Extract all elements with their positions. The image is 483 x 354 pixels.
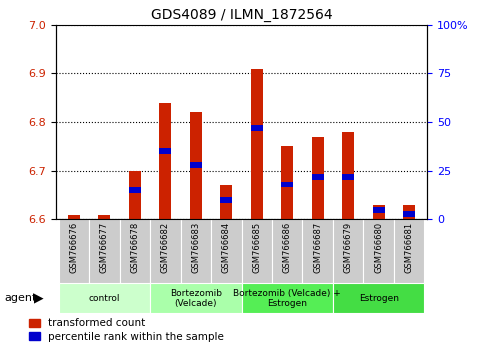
Bar [242,283,333,313]
Bar [312,137,324,219]
Bar [372,205,385,219]
Bar [128,171,141,219]
Bar [333,219,363,283]
Bar [150,219,181,283]
Bar [342,174,355,179]
Text: GSM766677: GSM766677 [100,221,109,273]
Bar [251,125,263,131]
Bar [120,219,150,283]
Bar [242,219,272,283]
Text: Estrogen: Estrogen [359,294,398,303]
Bar [190,162,202,168]
Text: agent: agent [5,293,37,303]
Bar [312,174,324,179]
Bar [211,219,242,283]
Text: ▶: ▶ [34,292,43,305]
Bar [403,211,415,217]
Text: Bortezomib (Velcade) +
Estrogen: Bortezomib (Velcade) + Estrogen [233,289,341,308]
Text: GSM766679: GSM766679 [344,221,353,273]
Text: GSM766684: GSM766684 [222,221,231,273]
Text: GSM766685: GSM766685 [252,221,261,273]
Bar [403,205,415,219]
Bar [394,219,425,283]
Bar [272,219,302,283]
Text: GSM766678: GSM766678 [130,221,139,273]
Bar [190,113,202,219]
Bar [333,283,425,313]
Text: GSM766682: GSM766682 [161,221,170,273]
Text: GSM766686: GSM766686 [283,221,292,273]
Bar [342,132,355,219]
Bar [251,69,263,219]
Bar [302,219,333,283]
Bar [281,147,293,219]
Bar [159,148,171,154]
Bar [68,215,80,219]
Text: GSM766676: GSM766676 [70,221,78,273]
Bar [98,215,111,219]
Legend: transformed count, percentile rank within the sample: transformed count, percentile rank withi… [29,319,224,342]
Bar [372,207,385,213]
Text: GSM766680: GSM766680 [374,221,383,273]
Title: GDS4089 / ILMN_1872564: GDS4089 / ILMN_1872564 [151,8,332,22]
Text: GSM766683: GSM766683 [191,221,200,273]
Bar [58,219,89,283]
Bar [128,187,141,193]
Bar [58,283,150,313]
Bar [363,219,394,283]
Bar [150,283,242,313]
Text: Bortezomib
(Velcade): Bortezomib (Velcade) [170,289,222,308]
Text: GSM766687: GSM766687 [313,221,322,273]
Bar [220,197,232,203]
Bar [89,219,120,283]
Text: GSM766681: GSM766681 [405,221,413,273]
Bar [181,219,211,283]
Bar [281,182,293,187]
Bar [159,103,171,219]
Bar [220,185,232,219]
Text: control: control [88,294,120,303]
